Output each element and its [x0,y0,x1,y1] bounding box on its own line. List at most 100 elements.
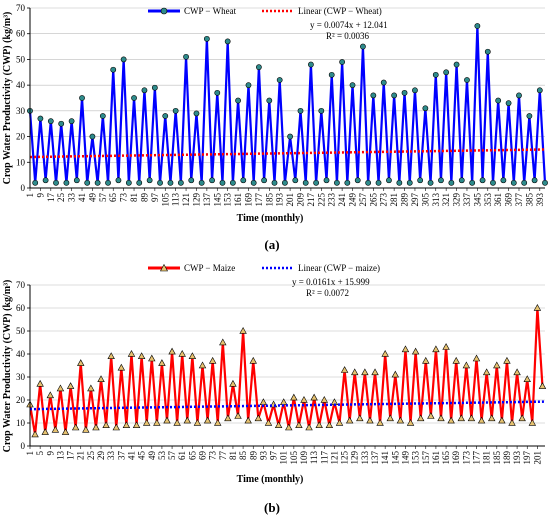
panel-a-legend-series-marker [160,7,168,15]
a-data-point [406,179,413,186]
a-x-tick-label: 337 [462,193,472,207]
b-x-tick-label: 161 [431,451,441,465]
b-data-point [508,418,516,426]
b-data-point [361,368,369,376]
b-data-point [340,366,349,373]
b-data-point [528,418,537,426]
b-x-tick-label: 53 [157,451,167,461]
b-data-point [422,356,430,364]
a-x-tick-label: 321 [441,193,451,207]
b-data-point [224,414,232,422]
b-data-point [452,356,460,364]
b-x-tick-label: 169 [451,451,461,465]
a-x-tick-label: 233 [327,193,337,207]
panel-b-x-ticks: 1 5 9 13 17 21 25 29 33 37 41 45 49 53 57 61 65 69 73 77 81 8… [25,446,542,465]
b-x-tick-label: 197 [522,451,532,465]
a-x-tick-label: 121 [181,193,191,207]
a-data-point [334,179,340,186]
a-data-point [386,177,392,184]
b-x-tick-label: 41 [126,451,136,460]
b-data-point [137,352,146,360]
panel-b-y-axis-title: Crop Water Productivity (CWP) (kg/m³) [2,280,13,453]
a-data-point [370,92,377,99]
a-data-point [412,87,418,94]
b-x-tick-label: 49 [147,451,157,461]
b-data-point [366,416,374,424]
b-data-point [178,349,186,357]
b-x-tick-label: 77 [218,451,228,461]
a-data-point [542,179,548,186]
a-data-point [536,87,543,94]
a-data-point [495,97,502,104]
a-x-tick-label: 265 [368,193,378,207]
b-x-tick-label: 145 [390,451,400,465]
b-y-tick-label: 20 [16,395,26,405]
a-data-point [177,179,184,186]
a-data-point [99,113,106,119]
b-data-point [168,347,176,355]
a-x-tick-label: 217 [306,193,316,207]
panel-b-series [26,303,547,438]
panel-b-legend-series-marker [159,263,169,272]
a-x-tick-label: 129 [191,193,201,207]
a-data-point [141,87,148,94]
a-data-point [422,105,429,112]
panel-b-y-ticks: 0 10 20 30 40 50 60 70 [16,280,30,451]
a-x-tick-label: 257 [358,193,368,207]
panel-b-trend-r2: R² = 0.0072 [306,288,349,298]
b-data-point [153,418,161,426]
b-x-tick-label: 117 [319,451,329,465]
a-x-tick-label: 177 [254,193,264,207]
a-data-point [193,110,200,117]
b-y-tick-label: 30 [16,372,26,382]
a-data-point [297,107,304,114]
b-x-tick-label: 65 [187,451,197,461]
a-data-point [110,66,117,73]
a-data-point [287,133,294,140]
a-data-point [308,61,314,68]
b-x-tick-label: 157 [421,451,431,465]
a-data-point [417,177,424,184]
b-data-point [244,416,252,424]
a-x-tick-label: 169 [243,193,253,207]
b-data-point [92,423,100,431]
a-y-tick-label: 20 [16,132,26,142]
b-data-point [274,421,283,429]
b-x-tick-label: 149 [400,451,410,465]
a-data-point [500,177,507,184]
b-data-point [305,423,313,431]
a-data-point [323,177,330,184]
a-data-point [188,177,195,184]
b-x-tick-label: 105 [289,451,299,465]
b-data-point [477,416,486,424]
a-x-tick-label: 193 [275,193,285,207]
a-y-tick-label: 50 [16,54,26,64]
b-data-point [188,352,197,360]
a-data-point [115,177,122,184]
a-x-tick-label: 209 [296,193,306,207]
b-x-tick-label: 17 [66,451,76,461]
a-data-point [391,92,398,99]
b-x-tick-label: 177 [472,451,482,465]
b-data-point [482,368,491,376]
b-data-point [163,416,171,424]
a-x-tick-label: 105 [160,193,170,207]
b-data-point [254,414,263,422]
b-x-tick-label: 125 [340,451,350,465]
b-data-point [148,354,156,362]
b-data-point [447,416,455,424]
a-x-tick-label: 281 [389,193,399,207]
a-data-point [224,38,231,45]
a-x-tick-label: 137 [202,193,212,207]
a-x-tick-label: 17 [46,193,56,203]
a-x-tick-label: 201 [285,193,295,207]
a-data-point [47,118,54,125]
a-x-tick-label: 33 [67,193,77,203]
a-data-point [183,53,189,60]
b-data-point [234,412,242,419]
b-data-point [214,418,222,426]
a-x-tick-label: 65 [108,193,118,203]
b-data-point [198,361,207,369]
b-x-tick-label: 13 [55,451,65,461]
panel-a-trend-equation: y = 0.0074x + 12.041 [310,20,388,30]
